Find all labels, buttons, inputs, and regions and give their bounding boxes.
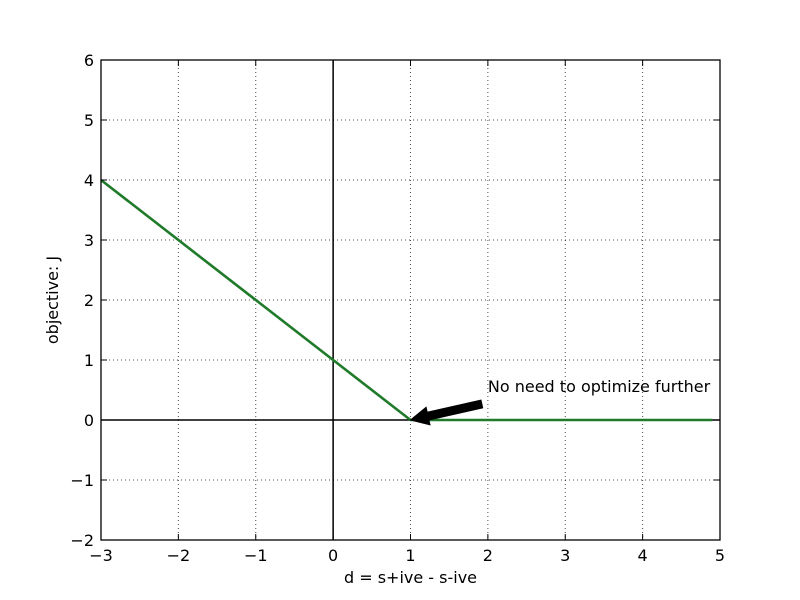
y-tick-label: −1 <box>70 471 94 490</box>
annotation-arrow <box>409 399 484 426</box>
x-axis-title: d = s+ive - s-ive <box>344 568 477 587</box>
x-tick-label: 2 <box>483 546 493 565</box>
y-tick-label: 2 <box>84 291 94 310</box>
x-tick-label: 3 <box>560 546 570 565</box>
y-axis-title: objective: J <box>43 256 62 344</box>
x-tick-label: 4 <box>638 546 648 565</box>
y-tick-label: 5 <box>84 111 94 130</box>
grid-lines <box>101 60 720 540</box>
y-tick-label: 1 <box>84 351 94 370</box>
x-tick-label: −2 <box>167 546 191 565</box>
y-tick-label: −2 <box>70 531 94 550</box>
x-tick-label: 1 <box>405 546 415 565</box>
x-tick-label: 0 <box>328 546 338 565</box>
y-tick-label: 3 <box>84 231 94 250</box>
y-tick-label: 0 <box>84 411 94 430</box>
annotation-layer: No need to optimize further <box>409 377 711 426</box>
x-tick-label: 5 <box>715 546 725 565</box>
y-tick-labels: −2 −1 0 1 2 3 4 5 6 <box>70 51 94 550</box>
x-tick-label: −3 <box>89 546 113 565</box>
annotation-text: No need to optimize further <box>488 377 711 396</box>
y-tick-label: 6 <box>84 51 94 70</box>
x-tick-labels: −3 −2 −1 0 1 2 3 4 5 <box>89 546 725 565</box>
x-tick-label: −1 <box>244 546 268 565</box>
tick-marks <box>100 59 721 541</box>
y-tick-label: 4 <box>84 171 94 190</box>
